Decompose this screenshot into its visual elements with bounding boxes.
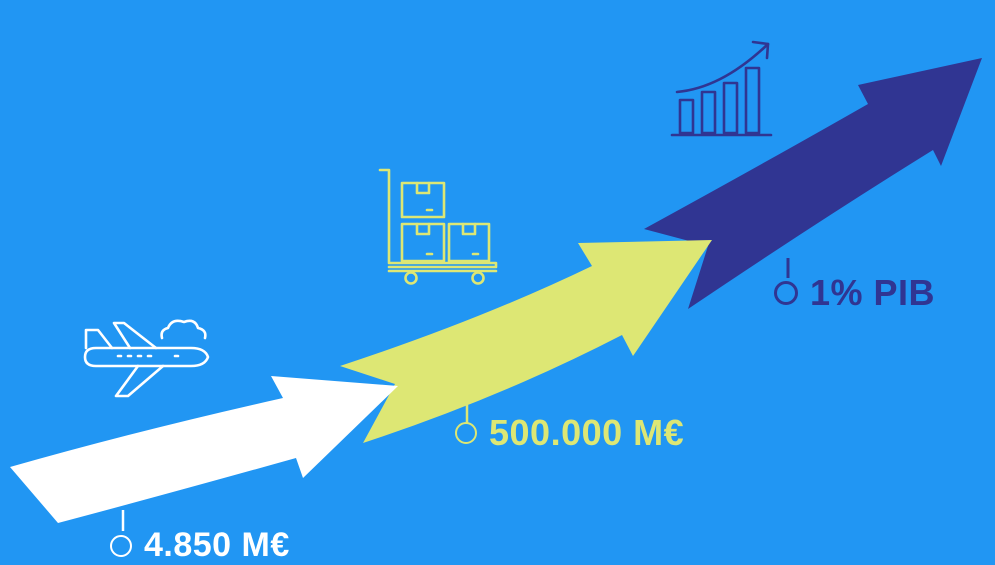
arrow-stage-1 <box>10 376 398 523</box>
luggage-cart-icon <box>378 168 498 285</box>
marker-circle-icon <box>110 534 132 557</box>
stat-value-stage-2: 500.000 M€ <box>489 412 685 453</box>
stat-stage-1: 4.850 M€ <box>110 526 290 565</box>
stat-value-stage-3: 1% PIB <box>810 272 936 313</box>
arrow-stage-2 <box>340 240 712 443</box>
marker-circle-icon <box>774 281 798 305</box>
growth-chart-icon <box>670 40 773 137</box>
stat-value-stage-1: 4.850 M€ <box>144 526 290 564</box>
arrow-stage-3 <box>644 58 982 309</box>
stat-stage-3: 1% PIB <box>774 272 935 314</box>
marker-circle-icon <box>455 422 477 444</box>
airplane-icon <box>83 319 210 398</box>
stat-stage-2: 500.000 M€ <box>455 412 684 454</box>
